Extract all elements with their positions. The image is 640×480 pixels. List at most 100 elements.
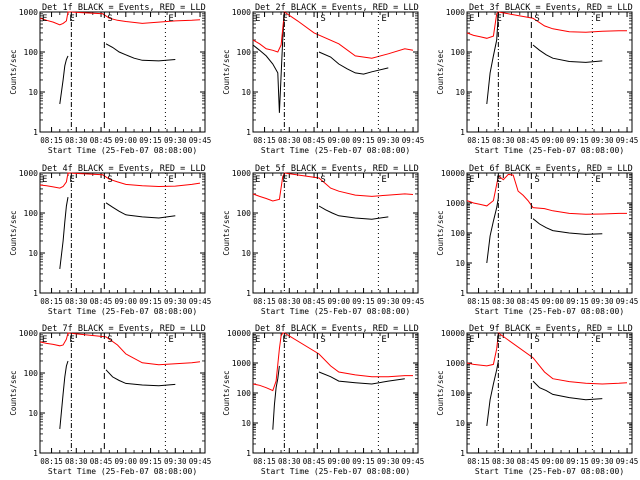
x-tick-label: 08:30 (278, 457, 301, 466)
x-tick-label: 09:15 (139, 297, 162, 306)
x-tick-label: 09:45 (402, 297, 425, 306)
time-marker-label: E (42, 14, 47, 24)
x-axis-label: Start Time (25-Feb-07 08:08:00) (261, 467, 410, 476)
detector-panel-7: Det 7f BLACK = Events, RED = LLD11010010… (9, 324, 211, 476)
time-marker-label: S (534, 175, 539, 185)
y-tick-label: 10 (28, 249, 38, 258)
x-tick-label: 09:15 (566, 297, 589, 306)
time-marker-label: E (282, 175, 287, 185)
y-tick-label: 1000 (446, 359, 465, 368)
x-tick-label: 08:30 (65, 136, 88, 145)
x-tick-label: 08:30 (492, 457, 515, 466)
lld-series-line (253, 173, 413, 201)
y-axis-label: Counts/sec (222, 210, 231, 255)
y-tick-label: 100 (237, 48, 252, 57)
y-tick-label: 100 (451, 229, 466, 238)
detector-panel-5: Det 5f BLACK = Events, RED = LLD 1 10 100 10… (222, 164, 424, 316)
y-tick-label: 1 (460, 128, 465, 137)
y-tick-label: 10 (455, 259, 465, 268)
y-axis-label: Counts/sec (9, 210, 18, 255)
y-tick-label: 1 (33, 289, 38, 298)
y-tick-label: 100 (24, 48, 39, 57)
time-marker-label: E (168, 175, 173, 185)
time-marker-label: S (107, 175, 112, 185)
y-tick-label: 10 (241, 419, 251, 428)
x-tick-label: 09:30 (591, 136, 614, 145)
y-axis-label: Counts/sec (222, 370, 231, 415)
x-tick-label: 08:30 (65, 457, 88, 466)
y-tick-label: 1000 (232, 169, 251, 178)
y-tick-label: 100 (24, 369, 39, 378)
time-marker-label: E (42, 335, 47, 345)
y-axis-label: Counts/sec (436, 210, 445, 255)
y-tick-label: 10 (455, 88, 465, 97)
detector-panel-3: Det 3f BLACK = Events, RED = LLD11010010… (436, 3, 638, 155)
y-tick-label: 1 (246, 449, 251, 458)
x-tick-label: 09:45 (189, 457, 212, 466)
x-axis-label: Start Time (25-Feb-07 08:08:00) (475, 467, 624, 476)
x-tick-label: 08:15 (467, 297, 490, 306)
x-tick-label: 09:15 (566, 136, 589, 145)
y-tick-label: 1 (246, 128, 251, 137)
events-series-line (319, 372, 405, 384)
time-marker-label: E (595, 14, 600, 24)
detector-panel-8: Det 8f BLACK = Events, RED = LLD11010010… (222, 324, 424, 476)
x-tick-label: 08:30 (492, 136, 515, 145)
events-series-line (319, 52, 388, 74)
y-axis-label: Counts/sec (436, 49, 445, 94)
x-tick-label: 09:15 (566, 457, 589, 466)
lld-series-line (40, 173, 200, 188)
plot-frame (467, 12, 632, 132)
time-marker-label: E (168, 14, 173, 24)
x-tick-label: 09:15 (352, 297, 375, 306)
lld-series-line (467, 174, 627, 214)
x-tick-label: 09:45 (616, 457, 639, 466)
x-tick-label: 08:15 (253, 297, 276, 306)
time-marker-label: E (595, 335, 600, 345)
time-marker-label: S (534, 14, 539, 24)
x-tick-label: 09:45 (616, 297, 639, 306)
time-marker-label: S (320, 14, 325, 24)
x-tick-label: 09:00 (328, 297, 351, 306)
y-tick-label: 1000 (232, 359, 251, 368)
y-tick-label: 1 (460, 449, 465, 458)
y-tick-label: 100 (237, 389, 252, 398)
y-tick-label: 10000 (441, 169, 465, 178)
time-marker-label: S (107, 14, 112, 24)
x-tick-label: 09:00 (115, 136, 138, 145)
x-tick-label: 08:45 (303, 136, 326, 145)
time-marker-label: S (534, 335, 539, 345)
lld-series-line (467, 12, 627, 38)
lld-series-line (40, 12, 200, 25)
y-tick-label: 1 (33, 449, 38, 458)
x-axis-label: Start Time (25-Feb-07 08:08:00) (475, 307, 624, 316)
y-tick-label: 100 (237, 209, 252, 218)
x-tick-label: 08:30 (492, 297, 515, 306)
y-axis-label: Counts/sec (9, 370, 18, 415)
events-series-line (533, 45, 602, 62)
lld-series-line (253, 12, 413, 58)
x-tick-label: 08:15 (253, 136, 276, 145)
lld-series-line (467, 333, 627, 384)
x-tick-label: 08:45 (90, 297, 113, 306)
detector-panel-9: Det 9f BLACK = Events, RED = LLD11010010… (436, 324, 638, 476)
x-tick-label: 09:30 (164, 297, 187, 306)
time-marker-label: S (320, 335, 325, 345)
x-tick-label: 09:30 (377, 297, 400, 306)
y-tick-label: 10 (28, 88, 38, 97)
x-tick-label: 09:00 (328, 136, 351, 145)
detector-panel-6: Det 6f BLACK = Events, RED = LLD 1 10 100 10… (436, 164, 638, 316)
x-axis-label: Start Time (25-Feb-07 08:08:00) (475, 146, 624, 155)
x-tick-label: 09:00 (542, 136, 565, 145)
x-tick-label: 08:30 (278, 136, 301, 145)
detector-panel-2: Det 2f BLACK = Events, RED = LLD11010010… (222, 3, 424, 155)
y-tick-label: 1 (246, 289, 251, 298)
x-tick-label: 08:15 (253, 457, 276, 466)
x-tick-label: 09:30 (591, 457, 614, 466)
x-tick-label: 08:30 (278, 297, 301, 306)
y-tick-label: 10 (28, 409, 38, 418)
y-tick-label: 1000 (446, 8, 465, 17)
time-marker-label: E (496, 14, 501, 24)
y-tick-label: 10000 (227, 329, 251, 338)
time-marker-label: E (469, 175, 474, 185)
